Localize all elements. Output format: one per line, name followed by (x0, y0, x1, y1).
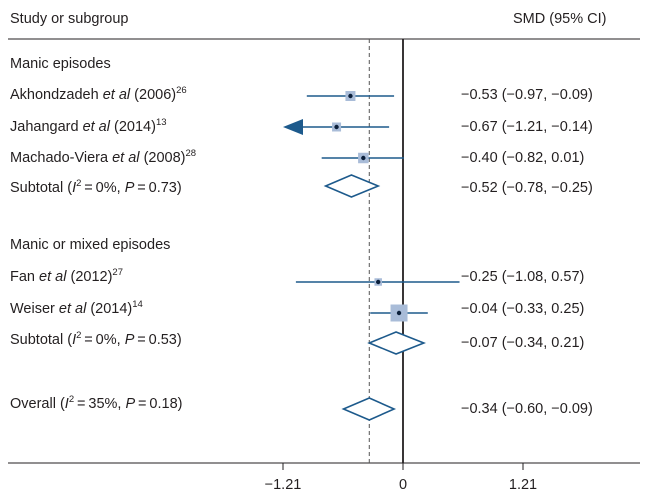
subtotal-diamond (367, 331, 426, 355)
point-estimate (361, 155, 366, 161)
overall-diamond (341, 397, 397, 421)
subtotal-diamond (323, 174, 381, 198)
point-estimate (348, 93, 353, 99)
group-title: Manic episodes (10, 56, 111, 72)
x-tick-label: 0 (398, 477, 408, 493)
point-estimate (334, 124, 339, 130)
ci-text: −0.67 (−1.21, −0.14) (461, 119, 593, 135)
ci-text: −0.07 (−0.34, 0.21) (461, 335, 585, 351)
overall-label: Overall (I2 = 35%, P = 0.18) (10, 394, 183, 412)
study-label: Akhondzadeh et al (2006)26 (10, 85, 187, 103)
ci-text: −0.52 (−0.78, −0.25) (461, 180, 593, 196)
x-tick-label: 1.21 (508, 477, 538, 493)
ci-text: −0.04 (−0.33, 0.25) (461, 301, 585, 317)
point-estimate (396, 310, 402, 316)
ci-text: −0.53 (−0.97, −0.09) (461, 87, 593, 103)
header-study-label: Study or subgroup (10, 11, 129, 27)
ci-arrow (283, 119, 303, 135)
ci-text: −0.34 (−0.60, −0.09) (461, 401, 593, 417)
ci-text: −0.40 (−0.82, 0.01) (461, 150, 585, 166)
study-label: Jahangard et al (2014)13 (10, 117, 167, 135)
subtotal-label: Subtotal (I2 = 0%, P = 0.53) (10, 330, 182, 348)
study-label: Fan et al (2012)27 (10, 267, 123, 285)
study-label: Weiser et al (2014)14 (10, 299, 143, 317)
ci-text: −0.25 (−1.08, 0.57) (461, 269, 585, 285)
x-tick-label: −1.21 (264, 477, 302, 493)
header-smd-label: SMD (95% CI) (513, 11, 607, 27)
study-label: Machado-Viera et al (2008)28 (10, 148, 197, 166)
point-estimate (376, 279, 381, 285)
subtotal-label: Subtotal (I2 = 0%, P = 0.73) (10, 178, 182, 196)
group-title: Manic or mixed episodes (10, 237, 171, 253)
